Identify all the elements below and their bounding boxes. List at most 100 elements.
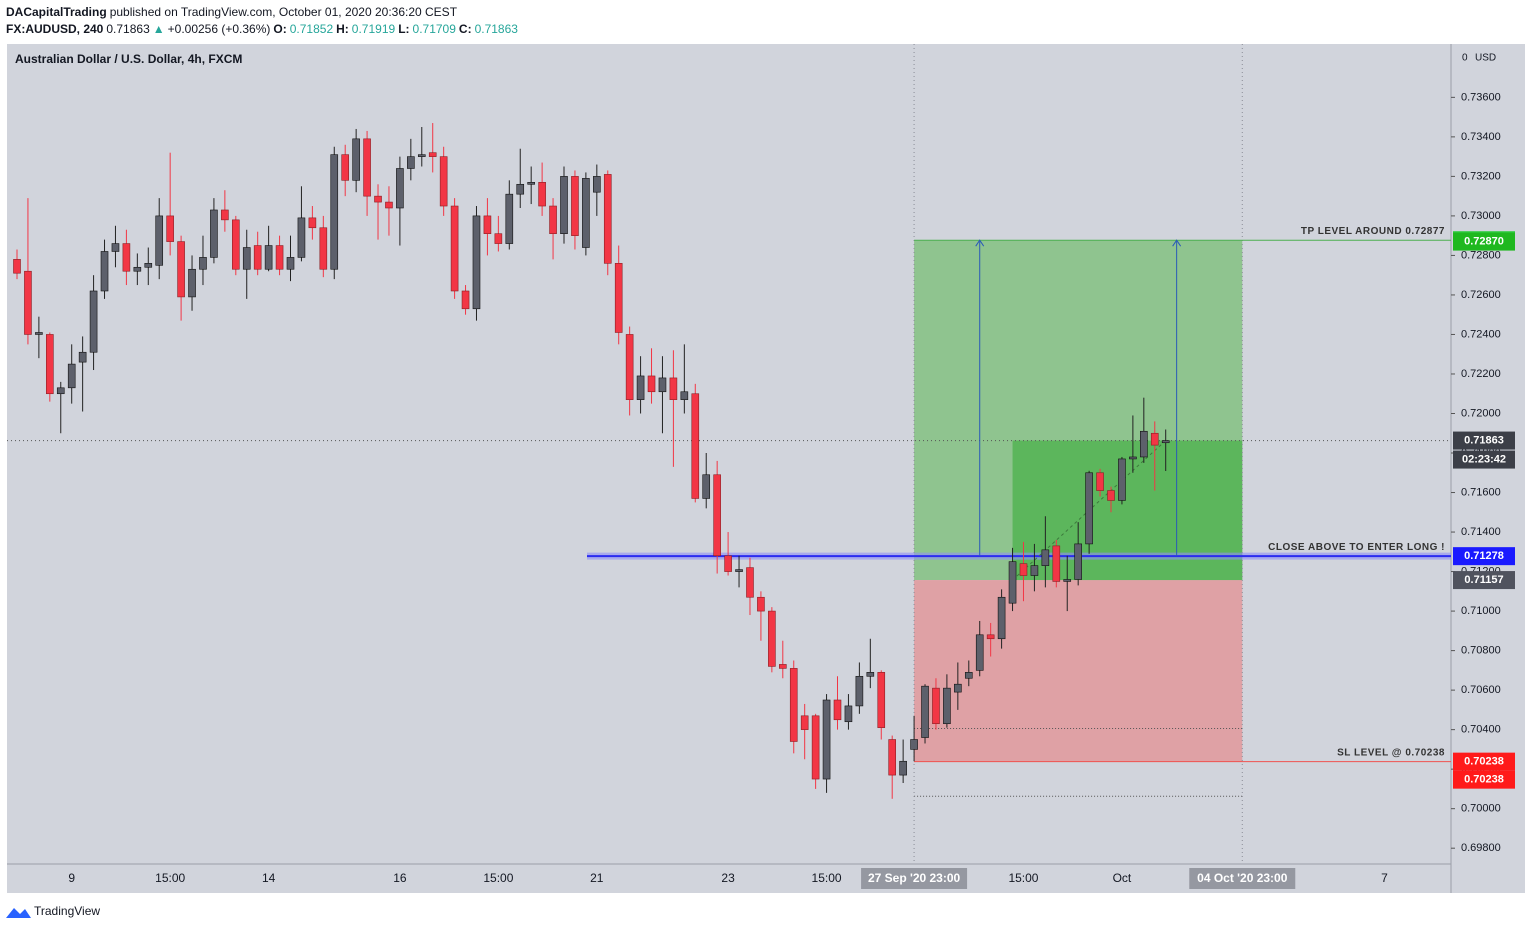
x-tick-label: 15:00 [1008, 871, 1038, 885]
candle-body [253, 245, 262, 270]
y-tick-label: 0.71000 [1461, 605, 1501, 617]
candle-body [1074, 543, 1082, 580]
candle-body [286, 257, 295, 270]
countdown-bg [1453, 450, 1515, 469]
candle-body [527, 182, 535, 185]
low: 0.71709 [412, 22, 456, 36]
candle-body [472, 215, 481, 310]
candle-body [789, 668, 798, 742]
arrow-head [975, 239, 985, 247]
candle-body [866, 672, 875, 677]
price-label-bg [1453, 770, 1515, 789]
candle-body [954, 683, 962, 693]
candle-body [1041, 549, 1050, 566]
x-tick-label: 16 [393, 871, 407, 885]
y-tick-label: 0.73200 [1461, 170, 1501, 182]
candle-body [188, 268, 196, 298]
y-tick-label: 0.72600 [1461, 289, 1501, 301]
candle-body [833, 699, 842, 721]
candle-body [724, 555, 732, 572]
x-tick-label: 7 [1381, 871, 1388, 885]
candle-body [778, 664, 787, 669]
candle-body [932, 687, 940, 725]
candle-body [1096, 472, 1104, 491]
candle-body [800, 715, 809, 730]
logo-icon [6, 908, 31, 918]
chart-title: Australian Dollar / U.S. Dollar, 4h, FXC… [15, 52, 242, 66]
y-tick-label: 0.72200 [1461, 368, 1501, 380]
x-tick-label: 9 [68, 871, 75, 885]
candle-body [24, 270, 32, 335]
x-range-label: 04 Oct '20 23:00 [1197, 871, 1288, 885]
x-range-label-bg [1189, 868, 1296, 889]
y-tick-label: 0.73600 [1461, 91, 1501, 103]
last: 0.71863 [106, 22, 150, 36]
close: 0.71863 [474, 22, 518, 36]
x-range-label: 27 Sep '20 23:00 [868, 871, 961, 885]
candle-body [439, 156, 448, 207]
author: DACapitalTrading [6, 5, 107, 19]
candle-body [614, 263, 623, 333]
price-label-bg [1453, 431, 1515, 450]
y-tick-label: 0.70600 [1461, 684, 1501, 696]
candle-body [275, 245, 284, 270]
high: 0.71919 [351, 22, 396, 36]
candle-body [56, 387, 65, 395]
level-text: SL LEVEL @ 0.70238 [1337, 747, 1445, 758]
candle-body [1107, 490, 1115, 501]
y-tick-label: 0.73400 [1461, 131, 1501, 143]
candle-body [549, 205, 557, 234]
candle-body [13, 259, 21, 274]
brand: TradingView [34, 904, 100, 918]
quote-line: FX:AUDUSD, 240 0.71863 ▲ +0.00256 (+0.36%) O… [6, 21, 521, 38]
h-label: H: [336, 22, 349, 36]
candle-body [1118, 458, 1126, 501]
candle-body [166, 215, 174, 242]
candle-body [636, 375, 645, 400]
x-tick-label: 23 [721, 871, 735, 885]
candle-body [341, 154, 350, 181]
candle-body [921, 685, 929, 738]
level-text: TP LEVEL AROUND 0.72877 [1301, 226, 1445, 237]
candle-body [428, 152, 437, 157]
price-label-bg [1453, 752, 1515, 771]
candle-body [647, 375, 656, 393]
x-range-label-bg [861, 868, 968, 889]
candle-body [352, 138, 360, 181]
price-label-bg [1453, 571, 1515, 590]
candle-body [210, 209, 218, 258]
candle-body [1140, 430, 1148, 458]
y-tick-label: 0.71400 [1461, 526, 1501, 538]
candle-body [516, 183, 525, 195]
candle-body [67, 363, 76, 389]
candle-body [986, 634, 995, 640]
y-tick-label: 0.70400 [1461, 724, 1501, 736]
price-label-bg [1453, 232, 1515, 251]
o-label: O: [273, 22, 287, 36]
open: 0.71852 [289, 22, 334, 36]
countdown: 02:23:42 [1462, 453, 1506, 465]
candle-body [1030, 565, 1039, 576]
candle-body [396, 168, 404, 209]
candle-body [844, 705, 853, 723]
candle-body [538, 182, 546, 207]
candle-body [35, 332, 43, 335]
candle-body [155, 215, 164, 266]
candle-body [1129, 456, 1137, 460]
candle-body [1019, 563, 1028, 576]
candle-body [232, 219, 240, 270]
candle-body [242, 247, 251, 270]
candle-body [319, 227, 328, 270]
candle-body [713, 474, 721, 557]
candle-body [133, 266, 142, 272]
candle-body [691, 393, 700, 499]
candle-body [735, 569, 743, 572]
y-tick-label: 0.70800 [1461, 645, 1501, 657]
candle-body [330, 154, 339, 270]
candle-body [997, 596, 1006, 640]
candle-body [461, 290, 470, 310]
candle-body [964, 672, 973, 679]
symbol: FX:AUDUSD, 240 [6, 22, 104, 36]
candle-body [122, 243, 131, 272]
